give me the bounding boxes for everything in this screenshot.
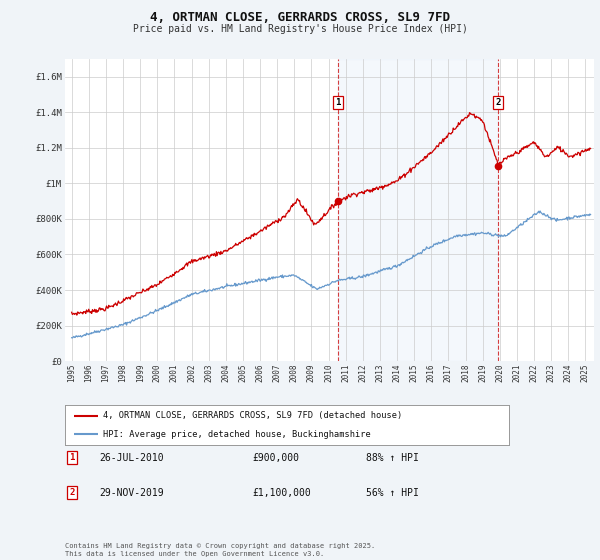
Text: 88% ↑ HPI: 88% ↑ HPI [366, 452, 419, 463]
Text: 1: 1 [335, 98, 341, 107]
Text: 1: 1 [70, 453, 74, 462]
Text: Price paid vs. HM Land Registry's House Price Index (HPI): Price paid vs. HM Land Registry's House … [133, 24, 467, 34]
Text: £900,000: £900,000 [252, 452, 299, 463]
Text: 29-NOV-2019: 29-NOV-2019 [99, 488, 164, 498]
Text: 26-JUL-2010: 26-JUL-2010 [99, 452, 164, 463]
Text: 2: 2 [70, 488, 74, 497]
Text: 4, ORTMAN CLOSE, GERRARDS CROSS, SL9 7FD (detached house): 4, ORTMAN CLOSE, GERRARDS CROSS, SL9 7FD… [103, 411, 402, 420]
Text: Contains HM Land Registry data © Crown copyright and database right 2025.
This d: Contains HM Land Registry data © Crown c… [65, 543, 375, 557]
Text: 4, ORTMAN CLOSE, GERRARDS CROSS, SL9 7FD: 4, ORTMAN CLOSE, GERRARDS CROSS, SL9 7FD [150, 11, 450, 24]
Text: 2: 2 [496, 98, 501, 107]
Text: 56% ↑ HPI: 56% ↑ HPI [366, 488, 419, 498]
Text: £1,100,000: £1,100,000 [252, 488, 311, 498]
Bar [338, 59, 498, 361]
Text: HPI: Average price, detached house, Buckinghamshire: HPI: Average price, detached house, Buck… [103, 430, 370, 439]
